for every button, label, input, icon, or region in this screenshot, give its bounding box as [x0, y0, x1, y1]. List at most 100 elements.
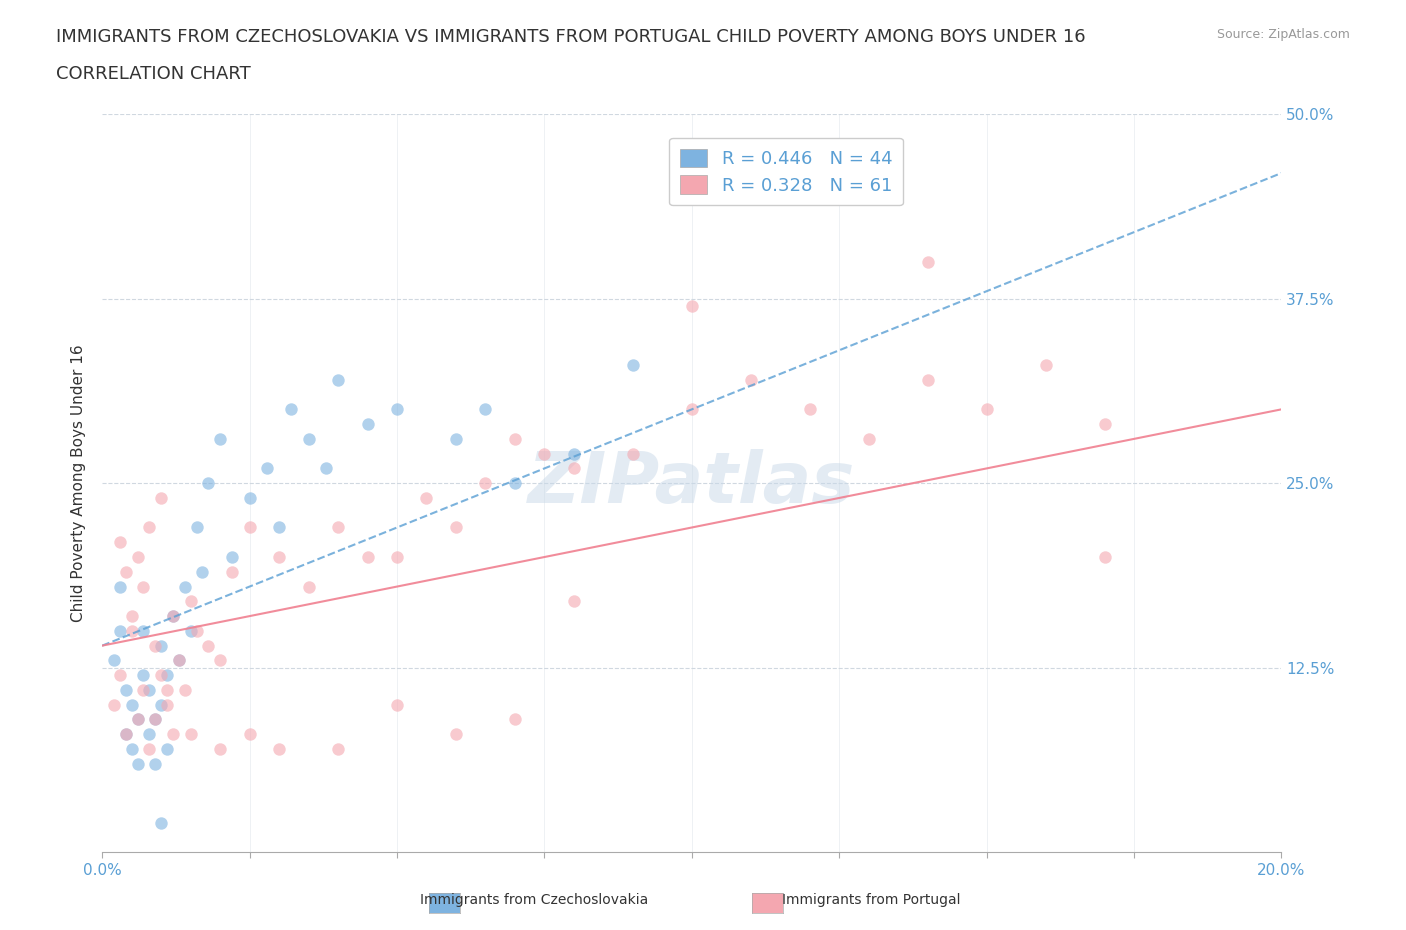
Point — [186, 520, 208, 535]
Point — [180, 727, 202, 742]
Point — [1094, 550, 1116, 565]
Point — [114, 727, 136, 742]
Point — [127, 550, 149, 565]
Point — [143, 712, 166, 727]
Point — [917, 372, 939, 387]
Point — [127, 712, 149, 727]
Point — [150, 638, 173, 653]
Point — [1094, 417, 1116, 432]
Point — [444, 432, 467, 446]
Text: CORRELATION CHART: CORRELATION CHART — [56, 65, 252, 83]
Point — [180, 594, 202, 609]
Point — [858, 432, 880, 446]
Point — [976, 402, 998, 417]
Point — [121, 741, 143, 756]
Point — [385, 402, 408, 417]
Point — [474, 476, 496, 491]
Point — [138, 683, 160, 698]
Point — [621, 446, 644, 461]
Point — [138, 741, 160, 756]
Point — [503, 432, 526, 446]
Point — [209, 432, 232, 446]
Point — [326, 741, 349, 756]
Point — [167, 653, 190, 668]
Point — [143, 756, 166, 771]
Point — [444, 520, 467, 535]
Point — [503, 476, 526, 491]
Point — [150, 668, 173, 683]
Point — [108, 668, 131, 683]
Point — [917, 254, 939, 269]
Point — [356, 550, 378, 565]
Text: Immigrants from Portugal: Immigrants from Portugal — [783, 893, 960, 907]
Point — [138, 520, 160, 535]
Point — [114, 683, 136, 698]
Point — [681, 299, 703, 313]
Point — [114, 727, 136, 742]
Point — [143, 712, 166, 727]
Point — [681, 402, 703, 417]
Text: ZIPatlas: ZIPatlas — [529, 448, 855, 518]
Y-axis label: Child Poverty Among Boys Under 16: Child Poverty Among Boys Under 16 — [72, 344, 86, 622]
Text: Immigrants from Czechoslovakia: Immigrants from Czechoslovakia — [420, 893, 648, 907]
Point — [221, 550, 243, 565]
Point — [267, 520, 290, 535]
Point — [114, 565, 136, 579]
Point — [186, 623, 208, 638]
Point — [297, 579, 319, 594]
Point — [297, 432, 319, 446]
Point — [562, 594, 585, 609]
Point — [138, 727, 160, 742]
Point — [180, 623, 202, 638]
Point — [385, 550, 408, 565]
Point — [132, 623, 155, 638]
Point — [239, 520, 262, 535]
Point — [150, 816, 173, 830]
Point — [256, 461, 278, 476]
Point — [326, 372, 349, 387]
Point — [132, 683, 155, 698]
Point — [315, 461, 337, 476]
Point — [121, 698, 143, 712]
Point — [108, 535, 131, 550]
Point — [209, 653, 232, 668]
Point — [103, 653, 125, 668]
Point — [267, 550, 290, 565]
Point — [562, 461, 585, 476]
Point — [740, 372, 762, 387]
Point — [143, 638, 166, 653]
Point — [444, 727, 467, 742]
Point — [1035, 358, 1057, 373]
Text: Source: ZipAtlas.com: Source: ZipAtlas.com — [1216, 28, 1350, 41]
Point — [533, 446, 555, 461]
Point — [132, 668, 155, 683]
Point — [197, 638, 219, 653]
Point — [150, 698, 173, 712]
Point — [156, 683, 179, 698]
Point — [799, 402, 821, 417]
Point — [162, 608, 184, 623]
Text: IMMIGRANTS FROM CZECHOSLOVAKIA VS IMMIGRANTS FROM PORTUGAL CHILD POVERTY AMONG B: IMMIGRANTS FROM CZECHOSLOVAKIA VS IMMIGR… — [56, 28, 1085, 46]
Point — [799, 166, 821, 180]
Point — [239, 727, 262, 742]
Point — [121, 623, 143, 638]
Point — [173, 579, 195, 594]
Point — [197, 476, 219, 491]
Point — [108, 579, 131, 594]
Point — [191, 565, 214, 579]
Point — [621, 358, 644, 373]
Point — [326, 520, 349, 535]
Point — [156, 698, 179, 712]
Point — [156, 741, 179, 756]
Point — [503, 712, 526, 727]
Point — [127, 756, 149, 771]
Point — [156, 668, 179, 683]
Point — [221, 565, 243, 579]
Point — [173, 683, 195, 698]
Legend: R = 0.446   N = 44, R = 0.328   N = 61: R = 0.446 N = 44, R = 0.328 N = 61 — [669, 138, 903, 206]
Point — [127, 712, 149, 727]
Point — [209, 741, 232, 756]
Point — [474, 402, 496, 417]
Point — [415, 490, 437, 505]
Point — [356, 417, 378, 432]
